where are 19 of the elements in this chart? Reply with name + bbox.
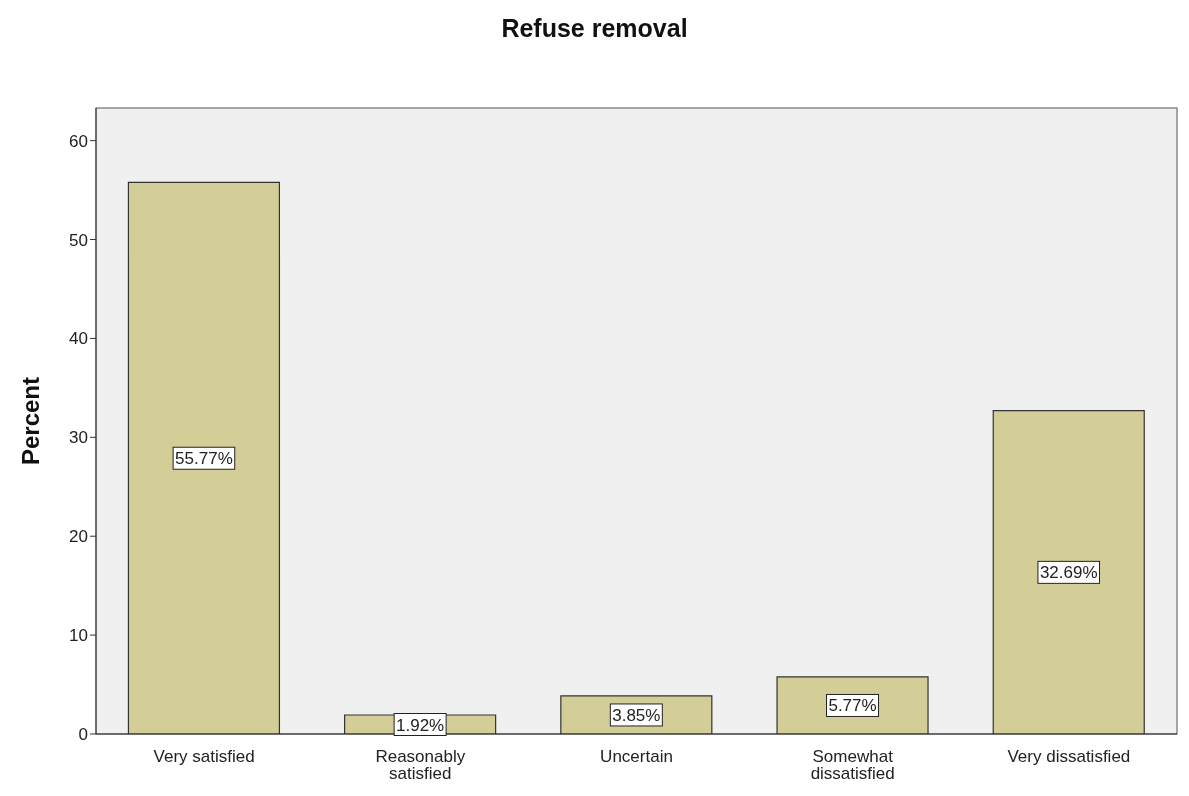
y-tick-label: 60: [69, 131, 88, 151]
x-tick-label: Somewhat dissatisfied: [810, 747, 895, 784]
chart-title: Refuse removal: [500, 13, 689, 44]
y-tick-label: 50: [69, 230, 88, 250]
data-label: 5.77%: [828, 696, 877, 716]
data-label: 1.92%: [396, 715, 445, 735]
y-tick-label: 10: [69, 626, 88, 646]
data-label: 55.77%: [175, 449, 233, 469]
y-tick-label: 30: [69, 428, 88, 448]
x-tick-label: Uncertain: [600, 747, 673, 767]
y-tick-label: 20: [69, 527, 88, 547]
x-tick-label: Reasonably satisfied: [375, 747, 466, 784]
y-tick-label: 0: [78, 725, 88, 745]
data-label: 32.69%: [1039, 563, 1098, 583]
y-tick-label: 40: [69, 329, 88, 349]
x-tick-label: Very satisfied: [153, 747, 255, 767]
x-tick-label: Very dissatisfied: [1007, 747, 1131, 767]
y-axis-title: Percent: [16, 376, 44, 466]
data-label: 3.85%: [612, 705, 661, 725]
